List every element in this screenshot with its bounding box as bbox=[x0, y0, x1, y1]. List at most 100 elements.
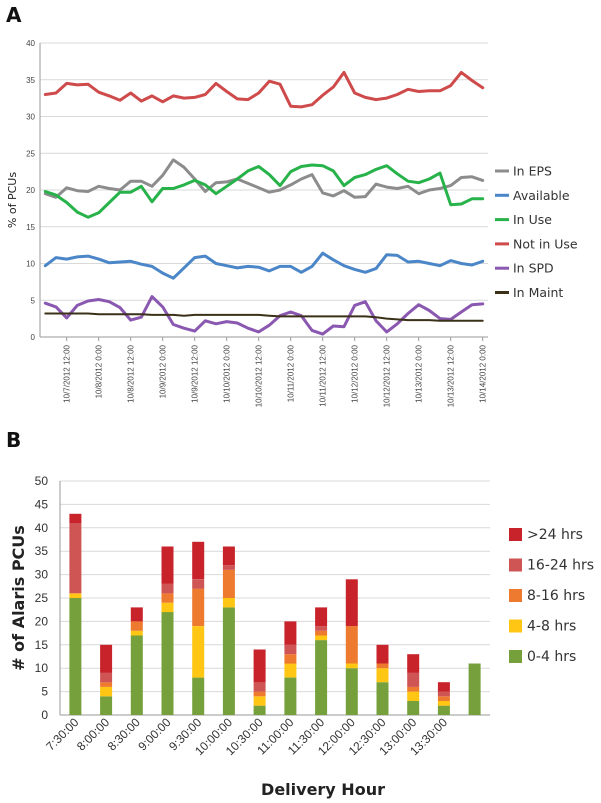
b-bar-segment bbox=[192, 677, 205, 715]
b-bar-segment bbox=[437, 705, 450, 715]
b-bar-segment bbox=[100, 672, 113, 683]
b-y-tick-label: 20 bbox=[35, 614, 49, 628]
b-bar-segment bbox=[100, 682, 113, 687]
b-bar-segment bbox=[437, 696, 450, 701]
b-bar-segment bbox=[69, 513, 82, 524]
b-bar-segment bbox=[315, 640, 328, 715]
a-series-line bbox=[43, 251, 485, 280]
b-bar-segment bbox=[192, 541, 205, 580]
stacked-bar-chart: 0 5 10 15 20 25 30 35 40 45 50 7:30:008:00:008:30:… bbox=[9, 474, 594, 799]
a-y-tick-label: 40 bbox=[26, 39, 35, 48]
b-y-tick-labels: 0 5 10 15 20 25 30 35 40 45 50 bbox=[35, 474, 49, 722]
b-legend: >24 hrs 16-24 hrs 8-16 hrs 4-8 hrs 0-4 hrs bbox=[509, 527, 594, 665]
a-series-line bbox=[43, 70, 485, 109]
a-legend-label: Not in Use bbox=[513, 236, 578, 251]
b-bar-segment bbox=[100, 686, 113, 697]
a-x-tick-label: 10/11/2012 12:00 bbox=[319, 344, 328, 406]
a-y-tick-label: 5 bbox=[31, 296, 36, 305]
a-legend: In EPS Available In Use Not in Use In SPD In … bbox=[495, 164, 578, 300]
b-legend-swatch bbox=[509, 558, 522, 572]
b-bar-segment bbox=[284, 654, 297, 664]
a-y-tick-label: 10 bbox=[26, 260, 35, 269]
a-y-tick-label: 0 bbox=[31, 333, 36, 342]
a-y-tick-labels: 0 5 10 15 20 25 30 35 40 bbox=[26, 39, 35, 342]
a-x-tick-label: 10/8/2012 12:00 bbox=[127, 344, 136, 402]
a-x-tick-label: 10/13/2012 0:00 bbox=[415, 344, 424, 402]
b-bar-segment bbox=[253, 649, 266, 683]
b-bar-segment bbox=[161, 602, 174, 613]
b-y-axis-label: # of Alaris PCUs bbox=[9, 525, 28, 671]
a-x-tick-label: 10/11/2012 0:00 bbox=[287, 344, 296, 402]
a-x-tick-label: 10/13/2012 12:00 bbox=[447, 344, 456, 407]
a-legend-label: In Maint bbox=[513, 285, 563, 300]
b-bar-segment bbox=[407, 654, 420, 673]
b-bar-segment bbox=[130, 607, 143, 622]
b-bar-segment bbox=[407, 672, 420, 687]
b-bar-segment bbox=[284, 644, 297, 655]
b-legend-swatch bbox=[509, 589, 522, 602]
b-legend-label: >24 hrs bbox=[527, 527, 583, 543]
b-bar-segment bbox=[437, 701, 450, 706]
a-x-tick-label: 10/7/2012 12:00 bbox=[63, 344, 72, 402]
b-bar-segment bbox=[345, 668, 358, 715]
b-bar-segment bbox=[376, 644, 389, 664]
b-bar-segment bbox=[69, 598, 82, 715]
b-y-tick-label: 30 bbox=[35, 568, 49, 582]
b-bar-segment bbox=[315, 635, 328, 641]
b-y-tick-label: 45 bbox=[35, 497, 49, 511]
b-bar-segment bbox=[130, 630, 143, 636]
b-x-axis-label: Delivery Hour bbox=[261, 780, 385, 799]
b-bar-segment bbox=[100, 644, 113, 673]
b-bar-segment bbox=[161, 593, 174, 603]
a-series-line bbox=[43, 158, 485, 199]
b-legend-label: 8-16 hrs bbox=[527, 588, 585, 604]
b-bars bbox=[69, 513, 481, 715]
a-series-line bbox=[43, 163, 485, 219]
b-gridlines bbox=[59, 480, 490, 716]
a-y-axis-label: % of PCUs bbox=[6, 172, 19, 228]
b-bar-segment bbox=[376, 682, 389, 715]
b-bar-segment bbox=[253, 696, 266, 706]
b-bar-segment bbox=[192, 588, 205, 626]
b-bar-segment bbox=[222, 607, 235, 715]
b-bar-segment bbox=[315, 630, 328, 636]
a-x-tick-label: 10/14/2012 0:00 bbox=[479, 344, 488, 402]
b-bar-segment bbox=[130, 621, 143, 631]
b-y-tick-label: 0 bbox=[41, 708, 48, 722]
a-series-line bbox=[44, 312, 484, 322]
b-bar-segment bbox=[376, 668, 389, 683]
a-y-tick-label: 30 bbox=[26, 113, 35, 122]
b-legend-swatch bbox=[509, 528, 522, 541]
b-bar-segment bbox=[222, 598, 235, 608]
b-bar-segment bbox=[407, 686, 420, 692]
b-bar-segment bbox=[284, 663, 297, 678]
b-bar-segment bbox=[253, 691, 266, 697]
b-bar-segment bbox=[437, 691, 450, 697]
b-bar-segment bbox=[407, 701, 420, 715]
b-x-tick-label: 8:30:00 bbox=[105, 715, 143, 753]
b-bar-segment bbox=[222, 546, 235, 566]
b-legend-swatch bbox=[509, 619, 522, 633]
b-bar-segment bbox=[315, 607, 328, 627]
a-x-tick-label: 10/10/2012 0:00 bbox=[223, 344, 232, 402]
b-y-tick-label: 25 bbox=[35, 591, 49, 605]
b-bar-segment bbox=[284, 621, 297, 645]
a-x-tick-label: 10/12/2012 12:00 bbox=[383, 344, 392, 407]
b-x-tick-labels: 7:30:008:00:008:30:009:00:009:30:0010:00… bbox=[43, 715, 450, 758]
a-legend-label: In Use bbox=[513, 212, 552, 227]
a-y-tick-label: 20 bbox=[26, 186, 35, 195]
b-legend-label: 16-24 hrs bbox=[527, 558, 594, 574]
b-bar-segment bbox=[437, 682, 450, 692]
b-bar-segment bbox=[284, 677, 297, 715]
a-y-tick-label: 25 bbox=[26, 149, 35, 158]
a-y-tick-label: 15 bbox=[26, 223, 35, 232]
b-y-tick-label: 50 bbox=[35, 474, 49, 488]
b-bar-segment bbox=[100, 696, 113, 715]
a-series-lines bbox=[43, 70, 485, 336]
b-bar-segment bbox=[69, 523, 82, 594]
line-chart: 0 5 10 15 20 25 30 35 40 10/7/2012 12:00 10/8/201… bbox=[6, 39, 578, 407]
b-y-tick-label: 15 bbox=[35, 638, 49, 652]
b-bar-segment bbox=[192, 579, 205, 589]
b-y-tick-label: 35 bbox=[35, 544, 49, 558]
